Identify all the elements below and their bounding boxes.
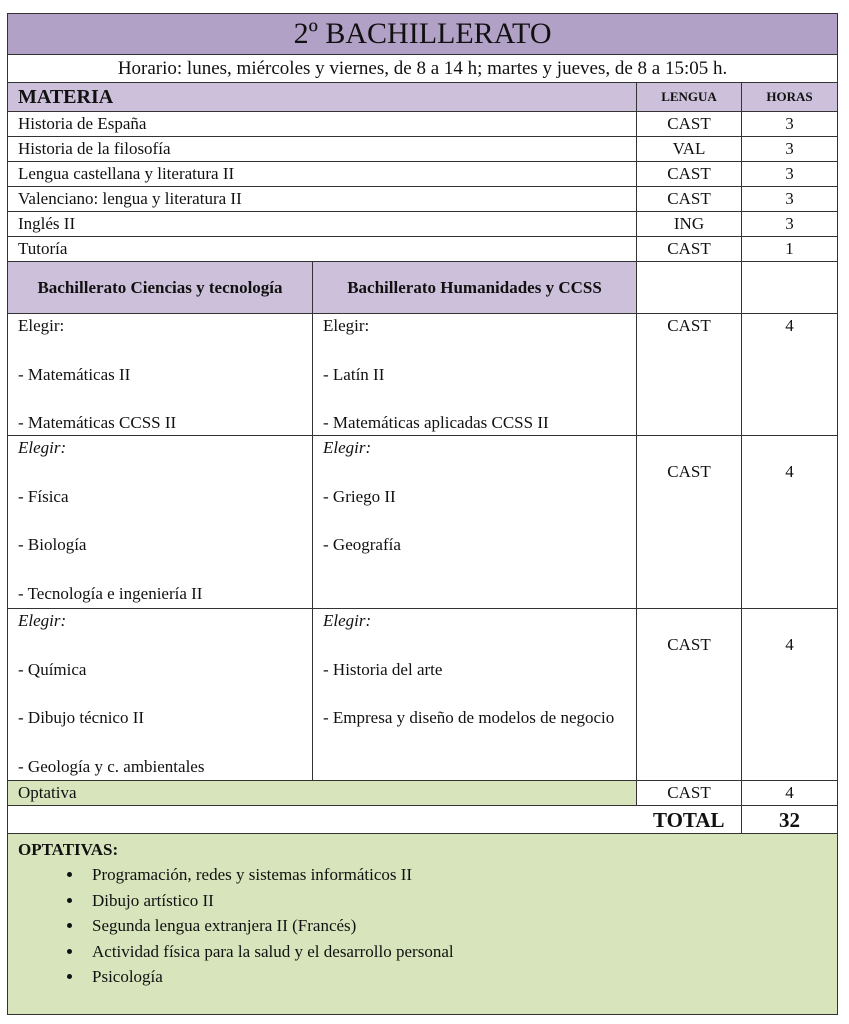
schedule-text: Horario: lunes, miércoles y viernes, de …: [6, 54, 839, 83]
option-item: - Matemáticas CCSS II: [18, 413, 177, 432]
option-item: - Geología y c. ambientales: [18, 756, 205, 776]
choose-label: Elegir:: [323, 438, 372, 457]
empty-cell: [740, 261, 839, 314]
option-item: - Tecnología e ingeniería II: [18, 583, 203, 603]
header-materia: MATERIA: [7, 82, 637, 112]
subject-row: Historia de la filosofía VAL 3: [7, 136, 839, 162]
subject-lengua: CAST: [636, 186, 742, 212]
subject-lengua: VAL: [636, 136, 742, 162]
optativa-horas: 4: [740, 780, 839, 806]
humanidades-options: Elegir: - Griego II - Geografía: [312, 435, 637, 609]
choose-label: Elegir:: [323, 611, 372, 630]
ciencias-options: Elegir: - Física - Biología - Tecnología e …: [7, 435, 313, 609]
subject-horas: 3: [740, 186, 839, 212]
subject-row: Historia de España CAST 3: [7, 111, 839, 137]
track-humanidades-header: Bachillerato Humanidades y CCSS: [312, 261, 637, 314]
subject-row: Inglés II ING 3: [7, 211, 839, 237]
option-item: - Empresa y diseño de modelos de negocio: [323, 708, 615, 727]
option-item: - Geografía: [323, 535, 401, 554]
subject-lengua: CAST: [636, 111, 742, 137]
group-lengua: CAST: [636, 608, 742, 781]
choose-label: Elegir:: [323, 316, 370, 335]
option-item: - Dibujo técnico II: [18, 708, 145, 727]
header-lengua: LENGUA: [636, 82, 742, 112]
elective-group: Elegir: - Física - Biología - Tecnología e …: [7, 435, 839, 609]
subject-horas: 1: [740, 236, 839, 262]
humanidades-options: Elegir: - Historia del arte - Empresa y di…: [312, 608, 637, 781]
group-horas: 4: [740, 608, 839, 781]
option-item: - Griego II: [323, 486, 396, 506]
ciencias-options: Elegir: - Química - Dibujo técnico II - Geo…: [7, 608, 313, 781]
total-value: 32: [740, 805, 839, 834]
optativas-heading: OPTATIVAS:: [18, 840, 119, 859]
elective-group: Elegir: - Matemáticas II - Matemáticas CCS…: [7, 313, 839, 436]
option-item: - Historia del arte: [323, 659, 443, 679]
optativa-item: Segunda lengua extranjera II (Francés): [84, 913, 837, 939]
empty-cell: [636, 261, 742, 314]
track-ciencias-header: Bachillerato Ciencias y tecnología: [7, 261, 313, 314]
group-horas: 4: [740, 313, 839, 436]
subject-name: Historia de España: [7, 111, 637, 137]
subject-horas: 3: [740, 161, 839, 187]
group-lengua: CAST: [636, 435, 742, 609]
subject-name: Historia de la filosofía: [7, 136, 637, 162]
option-item: - Química: [18, 659, 87, 679]
option-item: - Matemáticas aplicadas CCSS II: [323, 413, 549, 432]
ciencias-options: Elegir: - Matemáticas II - Matemáticas CCS…: [7, 313, 313, 436]
optativas-box: OPTATIVAS: Programación, redes y sistemas…: [6, 833, 839, 1015]
option-item: - Biología: [18, 535, 87, 554]
subject-name: Lengua castellana y literatura II: [7, 161, 637, 187]
empty-cell: [7, 805, 637, 834]
optativa-item: Programación, redes y sistemas informáti…: [84, 862, 837, 888]
total-label: TOTAL: [636, 805, 742, 834]
group-lengua: CAST: [636, 313, 742, 436]
subject-name: Tutoría: [7, 236, 637, 262]
subject-horas: 3: [740, 211, 839, 237]
optativa-lengua: CAST: [636, 780, 742, 806]
page-title: 2º BACHILLERATO: [6, 13, 839, 55]
subject-lengua: CAST: [636, 161, 742, 187]
optativa-item: Dibujo artístico II: [84, 888, 837, 914]
subject-row: Valenciano: lengua y literatura II CAST 3: [7, 186, 839, 212]
subject-lengua: ING: [636, 211, 742, 237]
elective-group: Elegir: - Química - Dibujo técnico II - Geo…: [7, 608, 839, 781]
header-horas: HORAS: [740, 82, 839, 112]
optativas-list: Programación, redes y sistemas informáti…: [18, 862, 837, 990]
choose-label: Elegir:: [18, 438, 67, 457]
group-horas: 4: [740, 435, 839, 609]
subject-lengua: CAST: [636, 236, 742, 262]
option-item: - Matemáticas II: [18, 364, 131, 384]
choose-label: Elegir:: [18, 611, 67, 630]
optativa-item: Psicología: [84, 964, 837, 990]
subject-name: Inglés II: [7, 211, 637, 237]
subject-row: Lengua castellana y literatura II CAST 3: [7, 161, 839, 187]
choose-label: Elegir:: [18, 316, 65, 335]
optativa-name: Optativa: [7, 780, 637, 806]
subject-name: Valenciano: lengua y literatura II: [7, 186, 637, 212]
subject-horas: 3: [740, 136, 839, 162]
humanidades-options: Elegir: - Latín II - Matemáticas aplicadas…: [312, 313, 637, 436]
option-item: - Física: [18, 486, 69, 506]
subject-row: Tutoría CAST 1: [7, 236, 839, 262]
schedule-table: 2º BACHILLERATO Horario: lunes, miércole…: [6, 13, 839, 1015]
option-item: - Latín II: [323, 364, 385, 384]
subject-horas: 3: [740, 111, 839, 137]
optativa-item: Actividad física para la salud y el desa…: [84, 939, 837, 965]
